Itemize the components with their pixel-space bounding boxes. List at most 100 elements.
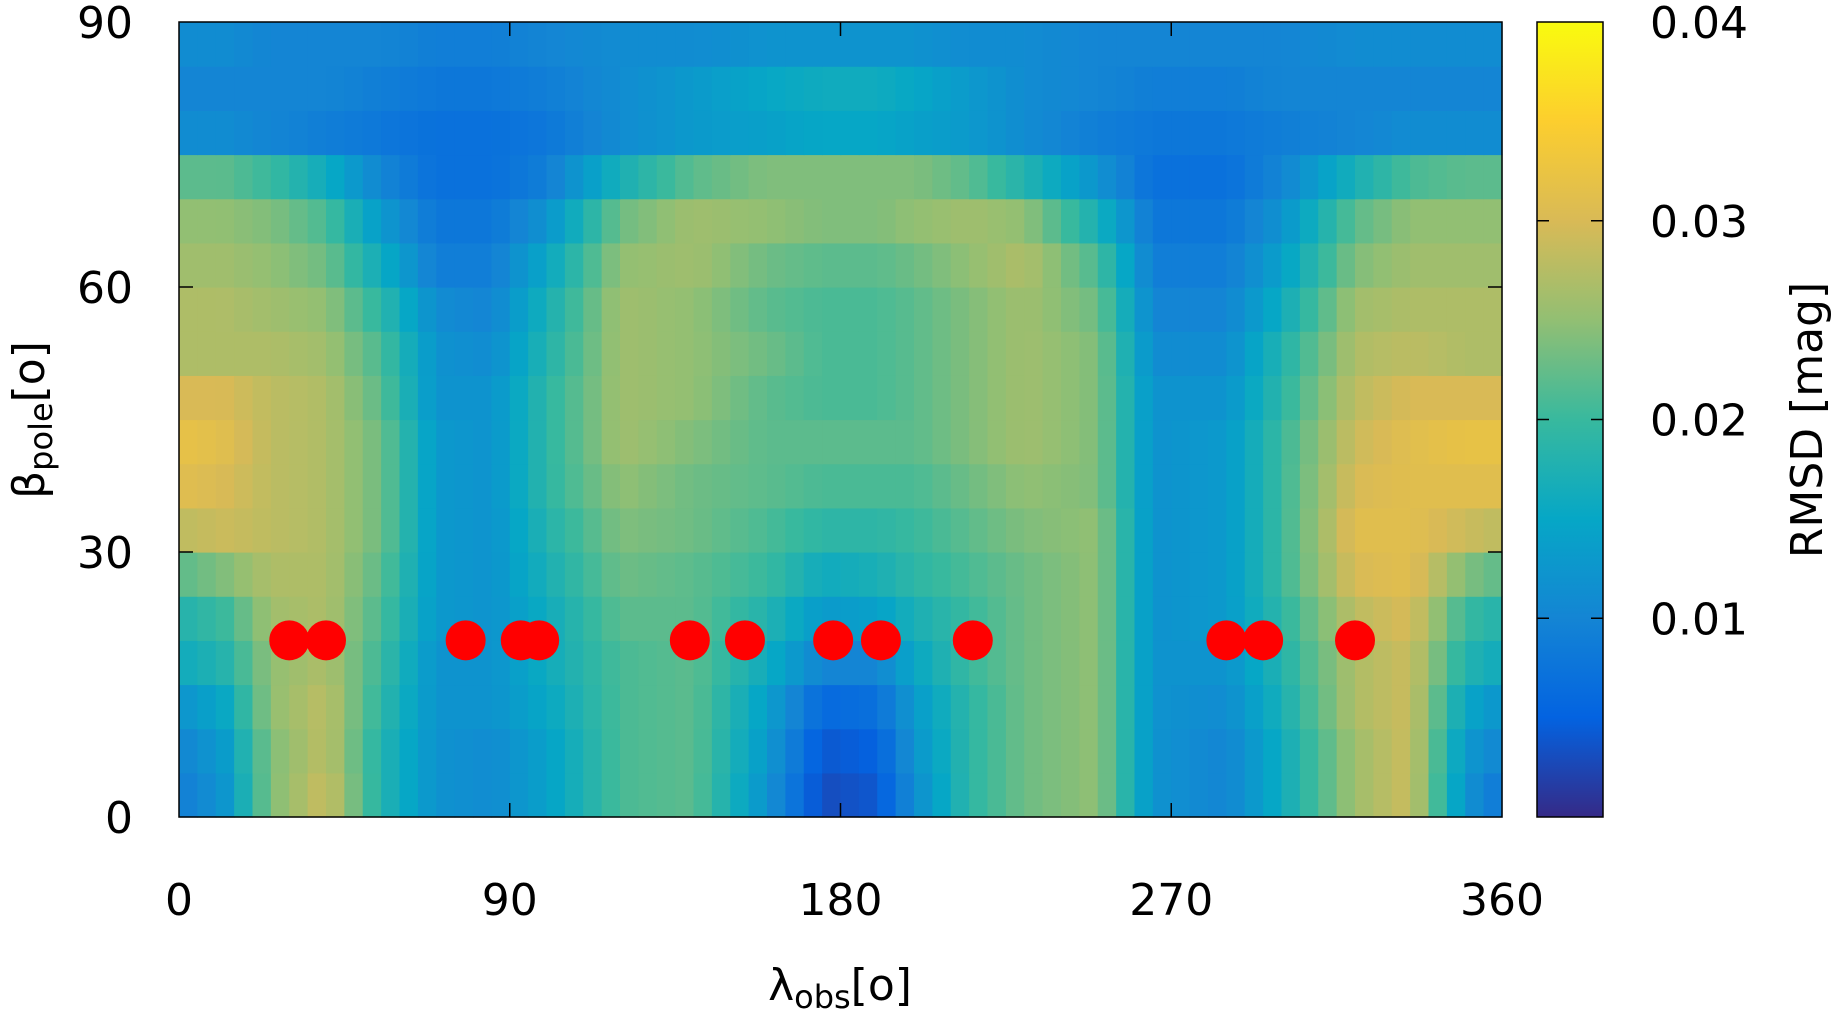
heatmap-cell — [399, 110, 419, 156]
heatmap-cell — [528, 110, 548, 156]
heatmap-cell — [620, 287, 639, 332]
heatmap-cell — [1355, 198, 1374, 244]
heatmap-cell — [1171, 331, 1191, 376]
heatmap-cell — [748, 463, 768, 509]
heatmap-cell — [179, 640, 198, 686]
x-axis-label-main: λ — [768, 960, 794, 1011]
heatmap-cell — [1336, 110, 1356, 156]
heatmap-cell — [1373, 728, 1393, 774]
heatmap-cell — [1024, 640, 1044, 686]
heatmap-cell — [620, 640, 639, 686]
heatmap-cell — [1079, 22, 1099, 67]
heatmap-cell — [1428, 684, 1448, 730]
heatmap-cell — [932, 772, 952, 818]
heatmap-cell — [638, 419, 658, 465]
heatmap-cell — [1483, 331, 1503, 376]
heatmap-cell — [1024, 507, 1044, 553]
heatmap-cell — [1005, 507, 1025, 553]
heatmap-cell — [234, 375, 254, 421]
heatmap-cell — [564, 331, 584, 376]
heatmap-cell — [362, 596, 382, 641]
heatmap-cell — [234, 640, 254, 686]
x-tick-label: 180 — [799, 875, 883, 926]
heatmap-cell — [179, 375, 198, 421]
heatmap-cell — [583, 772, 603, 818]
heatmap-cell — [1097, 552, 1117, 597]
heatmap-cell — [877, 463, 897, 509]
heatmap-cell — [638, 596, 658, 641]
heatmap-cell — [914, 287, 933, 332]
heatmap-cell — [546, 375, 566, 421]
heatmap-cell — [895, 596, 915, 641]
heatmap-cell — [270, 728, 290, 774]
heatmap-cell — [950, 419, 970, 465]
heatmap-cell — [1244, 507, 1264, 553]
heatmap-cell — [509, 66, 529, 111]
heatmap-cell — [1208, 728, 1227, 774]
heatmap-cell — [601, 640, 621, 686]
heatmap-cell — [1263, 287, 1283, 332]
heatmap-cell — [473, 684, 492, 730]
heatmap-cell — [234, 684, 254, 730]
heatmap-cell — [1208, 242, 1227, 288]
heatmap-cell — [1483, 684, 1503, 730]
heatmap-cell — [197, 640, 217, 686]
heatmap-cell — [1483, 22, 1503, 67]
heatmap-cell — [693, 331, 713, 376]
heatmap-cell — [326, 684, 345, 730]
heatmap-cell — [767, 22, 786, 67]
heatmap-cell — [1299, 110, 1319, 156]
heatmap-cell — [785, 198, 805, 244]
heatmap-cell — [1005, 640, 1025, 686]
heatmap-cell — [1446, 66, 1466, 111]
heatmap-cell — [1097, 684, 1117, 730]
heatmap-cell — [1355, 552, 1374, 597]
heatmap-cell — [822, 728, 842, 774]
heatmap-cell — [767, 596, 786, 641]
heatmap-cell — [601, 728, 621, 774]
heatmap-cell — [748, 66, 768, 111]
heatmap-cell — [711, 287, 731, 332]
heatmap-cell — [491, 287, 511, 332]
heatmap-cell — [307, 198, 327, 244]
heatmap-cell — [822, 110, 842, 156]
heatmap-cell — [1446, 419, 1466, 465]
heatmap-cell — [895, 22, 915, 67]
heatmap-cell — [987, 154, 1007, 200]
heatmap-cell — [1152, 640, 1172, 686]
heatmap-cell — [1226, 375, 1246, 421]
heatmap-cell — [179, 154, 198, 200]
heatmap-cell — [767, 772, 786, 818]
heatmap-cell — [564, 772, 584, 818]
heatmap-cell — [270, 154, 290, 200]
heatmap-cell — [1281, 22, 1301, 67]
heatmap-cell — [381, 552, 401, 597]
heatmap-cell — [1097, 507, 1117, 553]
heatmap-cell — [252, 507, 272, 553]
heatmap-cell — [1097, 66, 1117, 111]
heatmap-cell — [289, 463, 309, 509]
heatmap-cell — [932, 22, 952, 67]
heatmap-cell — [1042, 154, 1062, 200]
heatmap-cell — [711, 331, 731, 376]
heatmap-cell — [1336, 22, 1356, 67]
heatmap-cell — [252, 331, 272, 376]
heatmap-cell — [1226, 684, 1246, 730]
heatmap-cell — [1116, 331, 1136, 376]
heatmap-cell — [215, 419, 235, 465]
heatmap-cell — [1465, 728, 1485, 774]
heatmap-cell — [767, 684, 786, 730]
heatmap-cell — [987, 419, 1007, 465]
heatmap-cell — [914, 640, 933, 686]
heatmap-cell — [197, 242, 217, 288]
heatmap-cell — [1299, 772, 1319, 818]
heatmap-cell — [417, 198, 437, 244]
heatmap-cell — [1373, 463, 1393, 509]
heatmap-cell — [509, 198, 529, 244]
heatmap-cell — [381, 287, 401, 332]
heatmap-cell — [1024, 110, 1044, 156]
heatmap-cell — [491, 22, 511, 67]
heatmap-cell — [215, 287, 235, 332]
heatmap-cell — [1005, 772, 1025, 818]
heatmap-cell — [1355, 463, 1374, 509]
